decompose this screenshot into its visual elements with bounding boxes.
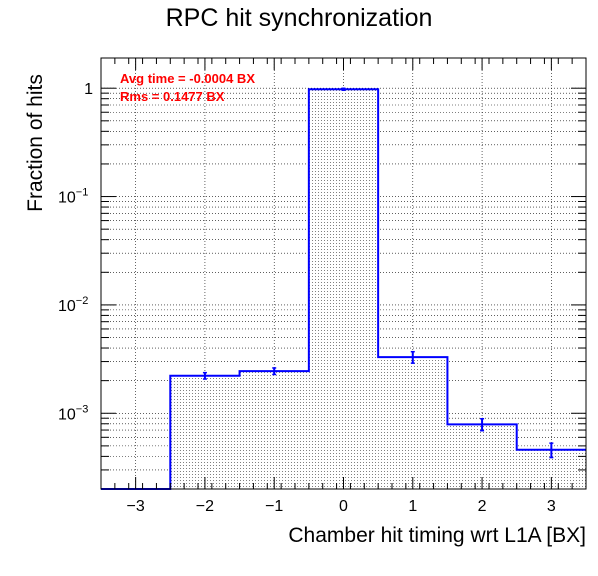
x-tick-label: 3	[547, 498, 556, 515]
x-tick-label: 0	[339, 498, 348, 515]
x-axis-label: Chamber hit timing wrt L1A [BX]	[288, 524, 586, 547]
histogram-bar	[239, 371, 309, 489]
y-tick-label: 10−2	[58, 295, 88, 315]
y-tick-label: 10−1	[58, 187, 88, 207]
histogram-bar	[378, 357, 448, 489]
avg-time-annotation: Avg time = -0.0004 BX	[120, 71, 255, 86]
x-tick-label: 1	[408, 498, 417, 515]
y-axis-label: Fraction of hits	[24, 74, 47, 212]
histogram-bar	[170, 375, 240, 489]
x-tick-label: −1	[265, 498, 283, 515]
rms-annotation: Rms = 0.1477 BX	[120, 89, 225, 104]
y-tick-label: 10−3	[58, 403, 88, 423]
y-tick-label: 1	[84, 81, 93, 98]
x-tick-label: 2	[478, 498, 487, 515]
histogram-bar	[308, 89, 379, 489]
x-tick-label: −3	[127, 498, 145, 515]
x-tick-label: −2	[196, 498, 214, 515]
chart-title: RPC hit synchronization	[165, 4, 433, 32]
